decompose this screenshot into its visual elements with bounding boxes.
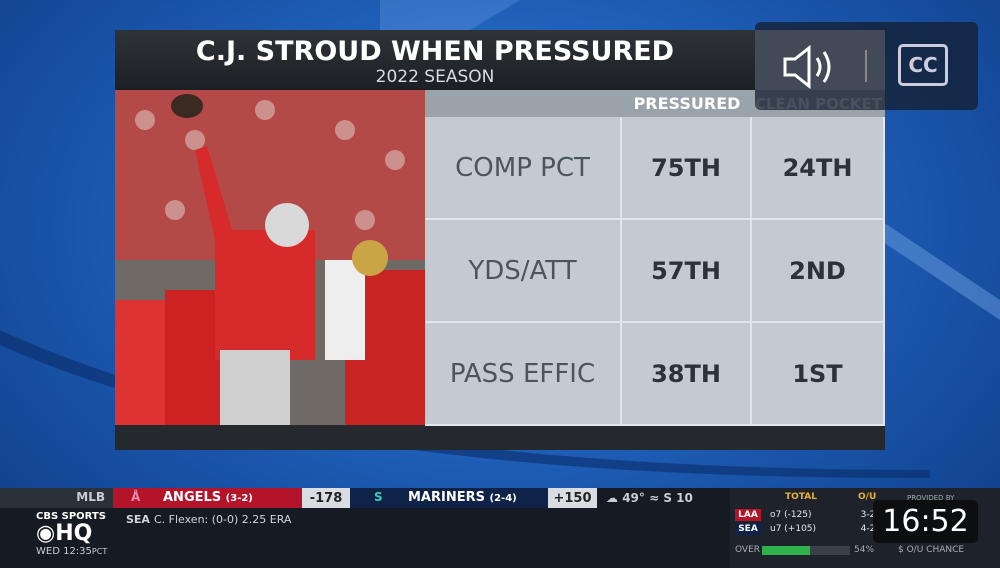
team-record: (2-4) — [489, 493, 517, 504]
chance-track — [762, 546, 850, 555]
ou-record: 4-2 — [860, 524, 876, 534]
title: C.J. STROUD WHEN PRESSURED — [195, 35, 675, 67]
league-band: MLB — [0, 488, 113, 508]
wind: S 10 — [663, 491, 693, 505]
network-time: WED 12:35PCT — [36, 546, 107, 557]
pitcher-line: C. Flexen: (0-0) 2.25 ERA — [154, 513, 292, 526]
pitcher-team: SEA — [126, 513, 150, 526]
panel-footer — [115, 425, 885, 450]
total-line: o7 (-125) — [770, 510, 812, 520]
team-name: ANGELS — [163, 490, 222, 505]
ou-record: 3-2 — [860, 510, 876, 520]
mute-button[interactable] — [779, 42, 839, 92]
stat-value: 1ST — [752, 323, 885, 426]
away-odds: -178 — [302, 488, 350, 508]
time-zone: PCT — [91, 547, 108, 556]
provided-by: PROVIDED BY — [907, 494, 955, 502]
team-name: MARINERS — [408, 490, 485, 505]
stat-value: 75TH — [622, 117, 752, 220]
chance-label: $ O/U CHANCE — [898, 545, 965, 555]
team-abbr: SEA — [735, 523, 761, 535]
total-header: TOTAL — [785, 492, 817, 502]
away-team: Å ANGELS (3-2) — [113, 488, 302, 508]
network-show: ◉HQ — [36, 521, 93, 546]
network-brand: CBS SPORTS — [36, 511, 106, 522]
video-time: 16:52 — [873, 500, 978, 543]
chance-fill — [762, 546, 810, 555]
row-label: YDS/ATT — [425, 220, 622, 323]
cc-button[interactable]: CC — [898, 44, 948, 86]
divider — [865, 50, 867, 82]
league: MLB — [76, 490, 105, 504]
stat-value: 57TH — [622, 220, 752, 323]
row-label: COMP PCT — [425, 117, 622, 220]
subtitle: 2022 SEASON — [375, 67, 495, 87]
weather: ☁ 49° ≈ S 10 — [606, 491, 693, 505]
show-name: HQ — [55, 521, 93, 546]
player-controls: CC — [755, 22, 978, 110]
temperature: 49° — [622, 491, 645, 505]
stat-value: 2ND — [752, 220, 885, 323]
stat-value: 24TH — [752, 117, 885, 220]
team-record: (3-2) — [225, 493, 253, 504]
team-logo: S — [374, 490, 383, 504]
team-abbr: LAA — [735, 509, 761, 521]
chance-text: O/U CHANCE — [906, 545, 965, 555]
stat-value: 38TH — [622, 323, 752, 426]
column-header: PRESSURED — [633, 94, 741, 113]
day-time: WED 12:35 — [36, 546, 92, 557]
over-label: OVER — [735, 545, 761, 555]
team-logo: Å — [131, 490, 141, 504]
chance-value: 54% — [854, 545, 875, 555]
home-team: S MARINERS (2-4) — [350, 488, 548, 508]
home-odds: +150 — [548, 488, 597, 508]
title-bar: C.J. STROUD WHEN PRESSURED 2022 SEASON — [115, 30, 755, 90]
row-label: PASS EFFIC — [425, 323, 622, 426]
total-line: u7 (+105) — [770, 524, 817, 534]
ou-header: O/U — [858, 492, 877, 502]
player-photo — [115, 90, 425, 425]
